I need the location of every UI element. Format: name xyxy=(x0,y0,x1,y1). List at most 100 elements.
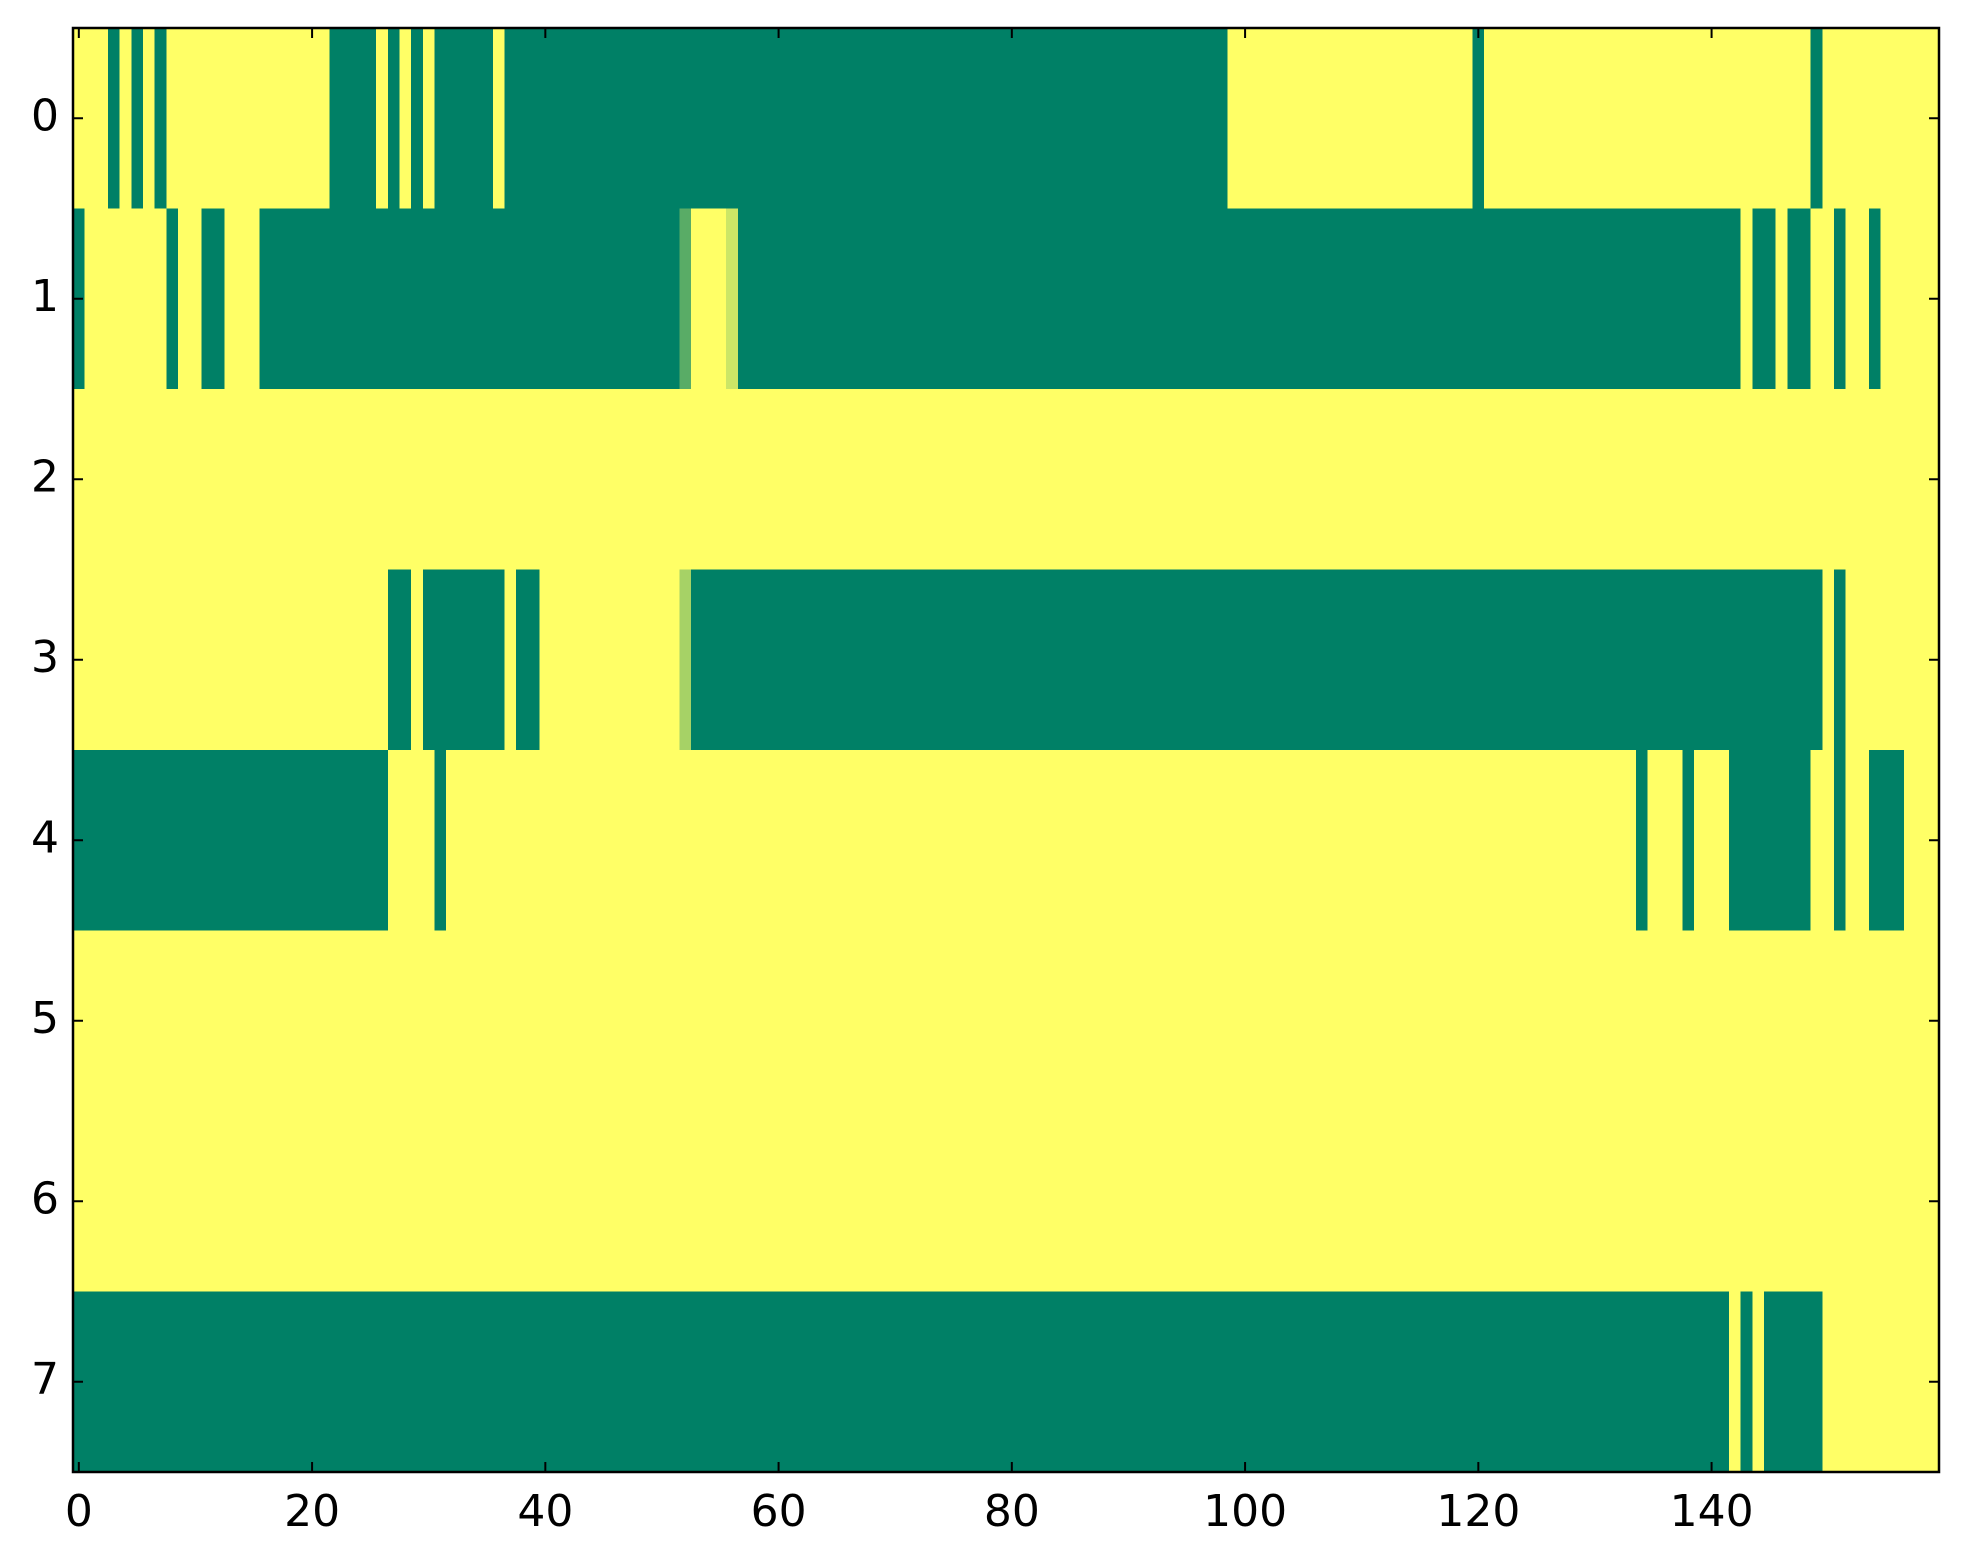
heatmap-cell xyxy=(702,208,716,390)
heatmap-cell xyxy=(1285,569,1299,751)
heatmap-cell xyxy=(772,389,786,571)
heatmap-cells xyxy=(73,28,1940,1473)
heatmap-cell xyxy=(166,1111,179,1293)
heatmap-cell xyxy=(1390,1291,1404,1473)
heatmap-cell xyxy=(1845,569,1858,751)
heatmap-cell xyxy=(644,1111,657,1293)
heatmap-cell xyxy=(1589,1291,1602,1473)
heatmap-cell xyxy=(341,1291,354,1473)
heatmap-cell xyxy=(1169,1111,1182,1293)
heatmap-cell xyxy=(597,208,611,390)
heatmap-cell xyxy=(212,208,226,390)
heatmap-cell xyxy=(994,389,1007,571)
heatmap-cell xyxy=(1822,389,1835,571)
heatmap-cell xyxy=(586,28,599,210)
heatmap-cell xyxy=(1554,1111,1567,1293)
heatmap-cell xyxy=(84,389,97,571)
heatmap-cell xyxy=(1332,1111,1345,1293)
heatmap-cell xyxy=(912,750,925,932)
heatmap-cell xyxy=(96,930,109,1112)
heatmap-cell xyxy=(1729,1291,1742,1473)
heatmap-cell xyxy=(1204,569,1217,751)
heatmap-cell xyxy=(201,569,214,751)
heatmap-cell xyxy=(644,208,657,390)
heatmap-cell xyxy=(959,208,972,390)
heatmap-cell xyxy=(1787,208,1800,390)
heatmap-cell xyxy=(586,930,599,1112)
heatmap-cell xyxy=(1635,389,1649,571)
heatmap-cell xyxy=(236,28,249,210)
heatmap-cell xyxy=(1215,750,1229,932)
heatmap-cell xyxy=(1472,208,1485,390)
heatmap-cell xyxy=(1775,750,1788,932)
heatmap-cell xyxy=(1705,930,1719,1112)
heatmap-cell xyxy=(1799,1111,1812,1293)
heatmap-cell xyxy=(1880,750,1893,932)
heatmap-cell xyxy=(236,750,249,932)
heatmap-cell xyxy=(609,28,622,210)
heatmap-cell xyxy=(632,1291,646,1473)
heatmap-cell xyxy=(306,930,319,1112)
heatmap-cell xyxy=(1367,28,1380,210)
heatmap-cell xyxy=(1869,1111,1882,1293)
heatmap-cell xyxy=(1717,750,1730,932)
heatmap-cell xyxy=(259,1291,272,1473)
heatmap-cell xyxy=(1472,750,1485,932)
heatmap-cell xyxy=(1402,208,1415,390)
heatmap-cell xyxy=(504,569,517,751)
heatmap-cell xyxy=(1449,389,1462,571)
y-tick-label: 6 xyxy=(31,1173,59,1224)
heatmap-cell xyxy=(1519,28,1532,210)
heatmap-cell xyxy=(236,1291,249,1473)
heatmap-cell xyxy=(1239,750,1252,932)
heatmap-cell xyxy=(1904,28,1917,210)
heatmap-cell xyxy=(726,1291,739,1473)
heatmap-cell xyxy=(1577,750,1590,932)
heatmap-cell xyxy=(481,389,494,571)
heatmap-cell xyxy=(1787,569,1800,751)
heatmap-cell xyxy=(329,208,342,390)
heatmap-cell xyxy=(1204,28,1217,210)
heatmap-cell xyxy=(1460,28,1474,210)
heatmap-cell xyxy=(1659,208,1672,390)
heatmap-cell xyxy=(352,208,366,390)
heatmap-cell xyxy=(434,389,447,571)
heatmap-cell xyxy=(982,1291,995,1473)
heatmap-cell xyxy=(1799,208,1812,390)
heatmap-cell xyxy=(1052,930,1065,1112)
heatmap-cell xyxy=(317,28,331,210)
heatmap-cell xyxy=(1297,28,1310,210)
heatmap-cell xyxy=(1495,28,1509,210)
heatmap-cell xyxy=(1472,28,1485,210)
heatmap-cell xyxy=(96,208,109,390)
heatmap-cell xyxy=(1705,389,1719,571)
heatmap-cell xyxy=(1530,1291,1544,1473)
heatmap-cell xyxy=(1530,930,1544,1112)
heatmap-cell xyxy=(504,930,517,1112)
heatmap-cell xyxy=(1624,750,1637,932)
heatmap-cell xyxy=(457,930,471,1112)
heatmap-cell xyxy=(1309,569,1322,751)
heatmap-cell xyxy=(1729,1111,1742,1293)
heatmap-cell xyxy=(1624,1111,1637,1293)
heatmap-cell xyxy=(1729,28,1742,210)
heatmap-cell xyxy=(726,569,739,751)
heatmap-cell xyxy=(236,930,249,1112)
heatmap-cell xyxy=(247,750,261,932)
heatmap-cell xyxy=(1869,750,1882,932)
heatmap-cell xyxy=(877,28,890,210)
heatmap-cell xyxy=(119,28,132,210)
heatmap-cell xyxy=(1180,930,1194,1112)
heatmap-cell xyxy=(1437,389,1450,571)
heatmap-cell xyxy=(1157,389,1170,571)
heatmap-cell xyxy=(1659,930,1672,1112)
heatmap-cell xyxy=(1717,930,1730,1112)
heatmap-cell xyxy=(1880,569,1893,751)
heatmap-cell xyxy=(1460,389,1474,571)
heatmap-cell xyxy=(142,28,156,210)
heatmap-cell xyxy=(212,389,226,571)
heatmap-cell xyxy=(271,1111,284,1293)
heatmap-cell xyxy=(772,1111,786,1293)
heatmap-cell xyxy=(329,1291,342,1473)
heatmap-cell xyxy=(142,1291,156,1473)
